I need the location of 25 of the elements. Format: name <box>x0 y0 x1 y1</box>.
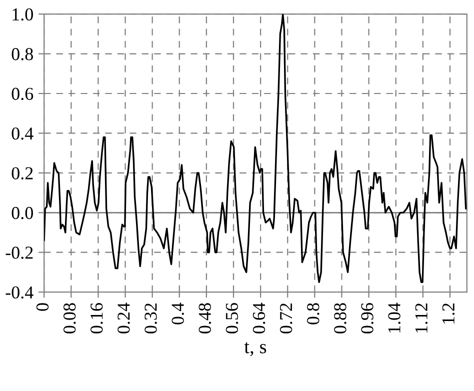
y-tick-label: 0.2 <box>12 167 33 180</box>
x-axis-title: t, s <box>244 342 266 356</box>
x-tick-label: 0.16 <box>90 303 103 334</box>
x-tick-label: 1.04 <box>388 302 400 333</box>
x-tick-label: 1.12 <box>415 303 428 333</box>
y-tick-label: 0.6 <box>12 88 34 100</box>
y-tick-label: -0.4 <box>6 286 34 299</box>
x-tick-label: 0.64 <box>252 302 266 334</box>
x-tick-label: 0.56 <box>226 303 238 334</box>
y-tick-label: 0.4 <box>12 127 34 140</box>
x-tick-label: 0.24 <box>118 302 130 334</box>
x-tick-label: 0.8 <box>307 303 320 324</box>
x-tick-label: 0.32 <box>144 303 157 334</box>
x-tick-label: 1.2 <box>442 303 455 324</box>
x-tick-label: 0.08 <box>63 303 76 334</box>
x-tick-label: 0.4 <box>172 302 184 324</box>
y-tick-label: 0.0 <box>12 206 33 220</box>
y-tick-label: 0.8 <box>12 48 33 60</box>
y-tick-label: -0.2 <box>6 246 33 259</box>
x-tick-label: 0.72 <box>280 303 292 334</box>
x-tick-label: 0.96 <box>361 303 374 334</box>
x-tick-label: 0 <box>36 303 49 311</box>
x-tick-label: 0.88 <box>334 303 346 334</box>
y-tick-label: 1.0 <box>12 8 33 21</box>
x-tick-label: 0.48 <box>198 303 212 334</box>
